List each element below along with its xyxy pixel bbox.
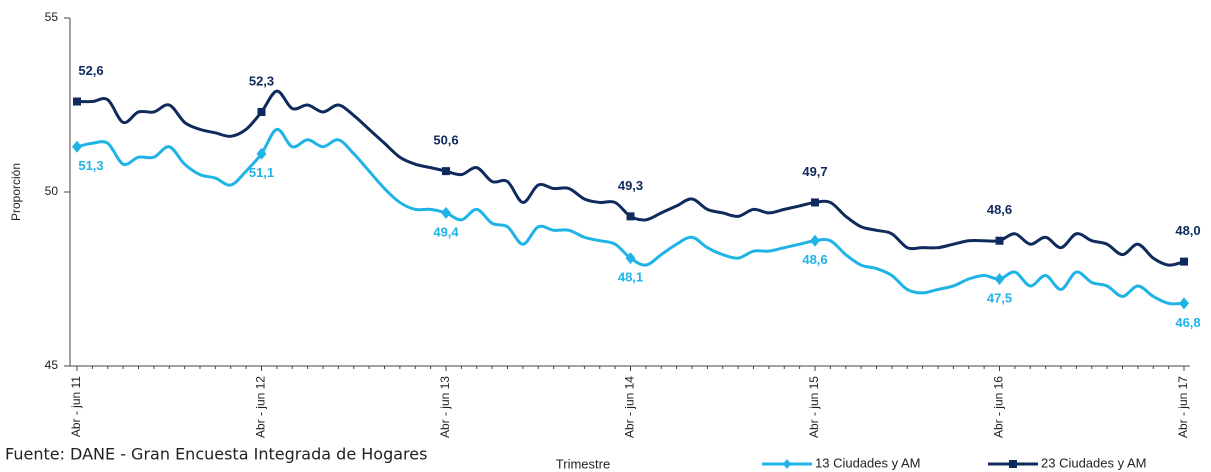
y-axis-label: Proporción (9, 163, 23, 221)
marker (73, 97, 81, 106)
y-tick-label: 45 (45, 358, 59, 372)
x-axis-label: Trimestre (556, 456, 610, 471)
x-tick-label: Abr - jun 17 (1176, 376, 1190, 438)
legend-marker (783, 459, 791, 469)
source: Fuente: DANE - Gran Encuesta Integrada d… (5, 445, 427, 464)
data-label: 48,6 (987, 202, 1012, 217)
marker (257, 107, 266, 116)
legend-label: 13 Ciudades y AM (815, 455, 921, 470)
data-label: 51,1 (249, 165, 274, 180)
data-label: 49,4 (433, 224, 459, 239)
data-label: 50,6 (433, 133, 458, 148)
marker (625, 252, 636, 265)
y-tick-label: 50 (45, 184, 59, 198)
marker (441, 206, 451, 219)
legend-marker (1009, 460, 1017, 468)
data-label: 49,3 (618, 178, 643, 193)
data-label: 47,5 (987, 290, 1012, 305)
marker (626, 212, 635, 221)
x-tick-label: Abr - jun 14 (623, 376, 637, 438)
x-tick-label: Abr - jun 12 (254, 376, 268, 438)
marker (442, 167, 450, 176)
x-tick-label: Abr - jun 16 (992, 376, 1006, 438)
data-label: 48,0 (1175, 223, 1200, 238)
y-tick-label: 55 (45, 10, 59, 24)
data-label: 51,3 (78, 158, 103, 173)
marker (810, 234, 820, 247)
data-label: 49,7 (802, 164, 827, 179)
marker (811, 198, 819, 207)
legend-label: 23 Ciudades y AM (1041, 455, 1147, 470)
marker (995, 236, 1004, 245)
data-label: 46,8 (1175, 315, 1200, 330)
data-label: 48,1 (618, 270, 643, 285)
marker (256, 147, 267, 160)
data-label: 52,3 (249, 73, 274, 88)
x-tick-label: Abr - jun 11 (69, 376, 83, 437)
marker (1180, 257, 1188, 266)
x-tick-label: Abr - jun 15 (807, 376, 821, 438)
marker (72, 140, 82, 153)
marker (994, 273, 1005, 285)
data-label: 48,6 (802, 252, 827, 267)
marker (1179, 297, 1189, 310)
x-tick-label: Abr - jun 13 (438, 376, 452, 438)
data-label: 52,6 (78, 63, 103, 78)
